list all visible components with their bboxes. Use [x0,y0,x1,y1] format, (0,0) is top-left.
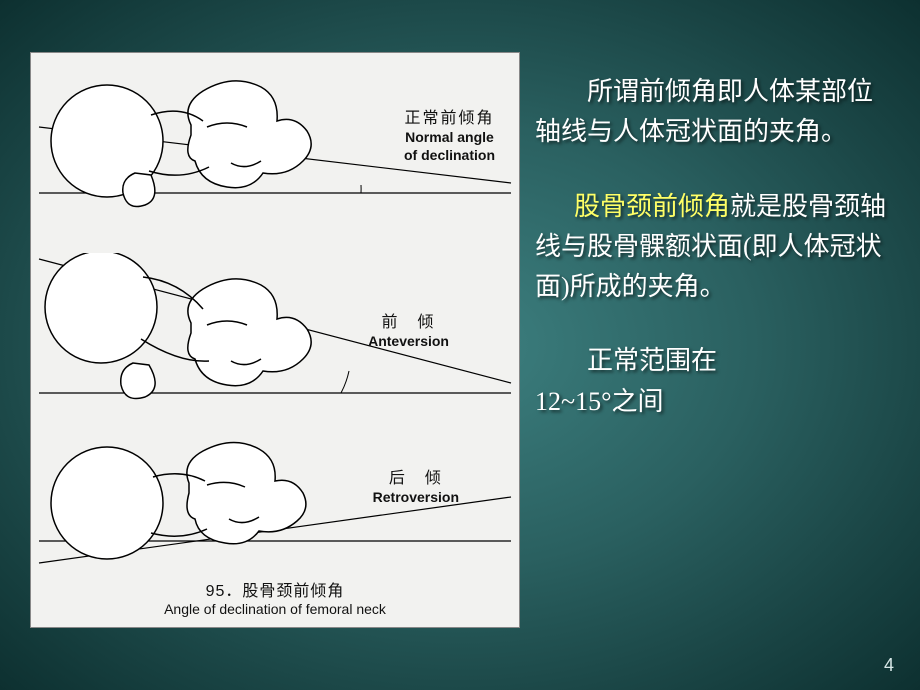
label-retro-en: Retroversion [373,489,459,507]
figure-row-retroversion: 后 倾 Retroversion [31,433,519,573]
paragraph-1: 所谓前倾角即人体某部位轴线与人体冠状面的夹角。 [535,72,895,153]
caption-cn: 95．股骨颈前倾角 [31,577,519,601]
caption-en: Angle of declination of femoral neck [31,601,519,617]
paragraph-3: 正常范围在 12~15°之间 [535,341,895,422]
label-normal: 正常前倾角 Normal angle of declination [404,109,495,164]
figure-row-normal: 正常前倾角 Normal angle of declination [31,75,519,225]
label-normal-en2: of declination [404,147,495,165]
label-normal-en1: Normal angle [404,129,495,147]
p3a-text: 正常范围在 [587,346,717,375]
label-normal-cn: 正常前倾角 [404,109,495,129]
p1-text: 所谓前倾角即人体某部位轴线与人体冠状面的夹角。 [535,77,873,146]
p2-highlight: 股骨颈前倾角 [574,192,730,221]
label-anteversion: 前 倾 Anteversion [368,313,449,351]
label-ante-en: Anteversion [368,333,449,351]
page-number: 4 [884,655,894,676]
paragraph-2: 股骨颈前倾角就是股骨颈轴线与股骨髁额状面(即人体冠状面)所成的夹角。 [535,187,895,308]
label-retroversion: 后 倾 Retroversion [373,469,459,507]
bone-retroversion-svg [31,433,521,583]
label-retro-cn: 后 倾 [373,469,459,489]
label-ante-cn: 前 倾 [368,313,449,333]
figure-panel: 正常前倾角 Normal angle of declination [30,52,520,628]
figure-caption: 95．股骨颈前倾角 Angle of declination of femora… [31,577,519,617]
p3b-text: 12~15°之间 [535,387,663,416]
slide: 正常前倾角 Normal angle of declination [0,0,920,690]
text-column: 所谓前倾角即人体某部位轴线与人体冠状面的夹角。 股骨颈前倾角就是股骨颈轴线与股骨… [535,72,895,456]
figure-row-anteversion: 前 倾 Anteversion [31,253,519,413]
